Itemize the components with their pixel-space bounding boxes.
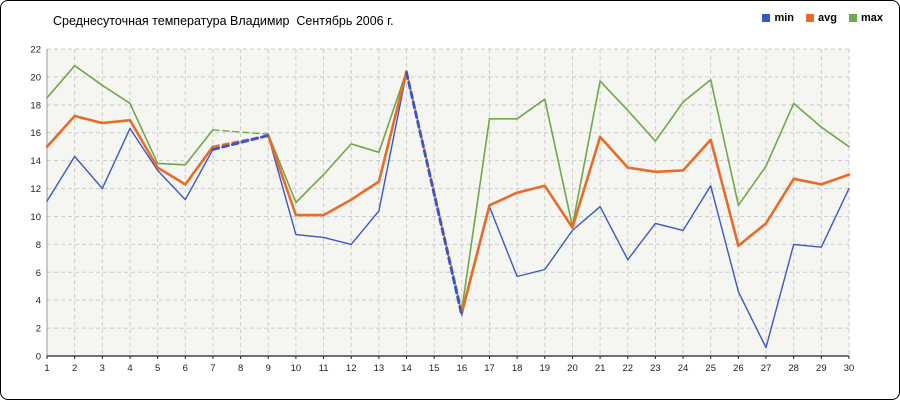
svg-text:25: 25 xyxy=(705,363,716,374)
svg-text:0: 0 xyxy=(36,352,41,363)
svg-text:2: 2 xyxy=(72,363,77,374)
svg-text:3: 3 xyxy=(100,363,105,374)
svg-text:4: 4 xyxy=(36,296,41,307)
svg-text:10: 10 xyxy=(291,363,302,374)
svg-text:28: 28 xyxy=(788,363,799,374)
svg-text:29: 29 xyxy=(816,363,827,374)
svg-text:22: 22 xyxy=(622,363,633,374)
svg-text:17: 17 xyxy=(484,363,495,374)
svg-text:22: 22 xyxy=(30,45,41,56)
min-series-swatch-icon xyxy=(762,14,771,22)
svg-text:14: 14 xyxy=(401,363,412,374)
legend-item-min: min xyxy=(762,12,794,24)
svg-text:27: 27 xyxy=(761,363,772,374)
svg-text:8: 8 xyxy=(36,240,41,251)
svg-text:12: 12 xyxy=(346,363,357,374)
svg-text:5: 5 xyxy=(155,363,160,374)
svg-text:11: 11 xyxy=(319,363,329,374)
avg-series-swatch-icon xyxy=(806,14,814,22)
legend-item-max: max xyxy=(848,12,883,24)
svg-text:30: 30 xyxy=(844,363,855,374)
svg-text:20: 20 xyxy=(567,363,578,374)
svg-text:13: 13 xyxy=(374,363,385,374)
svg-text:8: 8 xyxy=(238,363,243,374)
svg-text:16: 16 xyxy=(30,128,41,139)
chart-title: Среднесуточная температура Владимир Сент… xyxy=(53,14,394,28)
legend-label-max: max xyxy=(860,12,883,24)
max-series-swatch-icon xyxy=(848,14,857,22)
svg-text:15: 15 xyxy=(429,363,440,374)
svg-text:2: 2 xyxy=(36,324,41,335)
svg-text:19: 19 xyxy=(540,363,551,374)
svg-text:23: 23 xyxy=(650,363,661,374)
svg-text:7: 7 xyxy=(210,363,215,374)
legend-item-avg: avg xyxy=(806,12,837,24)
svg-text:10: 10 xyxy=(30,212,41,223)
svg-text:9: 9 xyxy=(266,363,271,374)
svg-text:4: 4 xyxy=(127,363,132,374)
svg-text:6: 6 xyxy=(183,363,188,374)
svg-text:26: 26 xyxy=(733,363,744,374)
svg-text:1: 1 xyxy=(44,363,49,374)
svg-text:20: 20 xyxy=(30,72,41,83)
svg-text:6: 6 xyxy=(36,268,41,279)
svg-text:12: 12 xyxy=(30,184,41,195)
svg-text:21: 21 xyxy=(595,363,606,374)
svg-text:18: 18 xyxy=(512,363,523,374)
legend-label-avg: avg xyxy=(818,12,837,24)
svg-text:24: 24 xyxy=(678,363,689,374)
chart-legend: min avg max xyxy=(762,12,883,24)
svg-text:18: 18 xyxy=(30,100,41,111)
legend-label-min: min xyxy=(774,12,794,24)
svg-text:16: 16 xyxy=(457,363,468,374)
svg-text:14: 14 xyxy=(30,156,41,167)
